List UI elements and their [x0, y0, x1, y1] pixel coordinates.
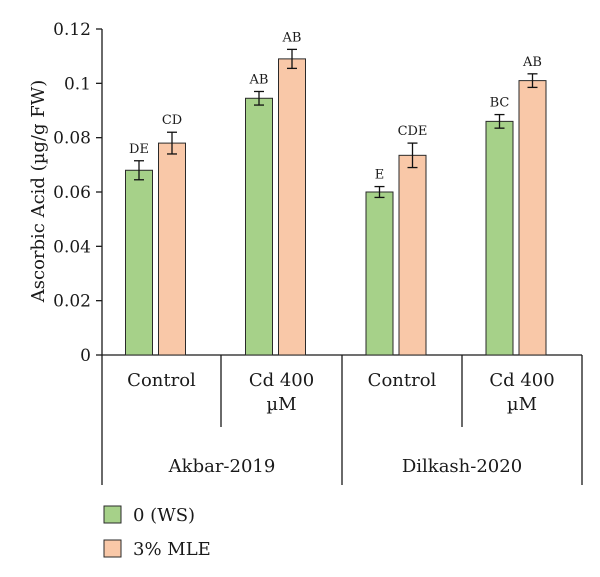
- bar-ws: [365, 191, 394, 356]
- category-label: Cd 400: [249, 370, 314, 391]
- category-label: Control: [368, 370, 437, 391]
- bar-mle: [518, 80, 547, 356]
- group-label: Akbar-2019: [168, 456, 276, 477]
- legend-label: 3% MLE: [133, 539, 211, 560]
- y-tick-label: 0: [80, 346, 91, 366]
- legend-swatch: [103, 505, 122, 524]
- y-tick-label: 0.02: [53, 292, 91, 312]
- significance-label: AB: [282, 30, 302, 45]
- legend-label: 0 (WS): [133, 505, 195, 526]
- significance-label: CDE: [398, 124, 428, 139]
- y-tick-label: 0.04: [53, 237, 91, 257]
- bar-ws: [245, 97, 273, 356]
- legend-swatch: [103, 539, 122, 558]
- bar-ws: [485, 120, 514, 356]
- significance-label: AB: [522, 55, 542, 70]
- significance-label: DE: [129, 142, 149, 157]
- y-tick-label: 0.12: [53, 20, 91, 40]
- category-label: µM: [266, 394, 296, 415]
- x-axis-categories: Control Cd 400 µM Control Cd 400 µM Akbar-2019…: [127, 370, 555, 477]
- bars: DE CD AB AB E CDE BC AB: [125, 30, 547, 356]
- y-axis-title: Ascorbic Acid (µg/g FW): [28, 80, 49, 304]
- significance-label: E: [375, 168, 385, 183]
- bar-mle: [158, 142, 186, 356]
- bar-ws: [125, 169, 153, 356]
- y-tick-label: 0.1: [64, 74, 91, 94]
- category-label: µM: [507, 394, 537, 415]
- significance-label: AB: [249, 72, 269, 87]
- bar-mle: [278, 58, 306, 356]
- category-label: Cd 400: [489, 370, 554, 391]
- y-tick-label: 0.08: [53, 129, 91, 149]
- y-tick-label: 0.06: [53, 183, 91, 203]
- group-label: Dilkash-2020: [402, 456, 522, 477]
- significance-label: CD: [162, 113, 182, 128]
- bar-mle: [398, 154, 427, 356]
- y-axis-ticks: 0 0.02 0.04 0.06 0.08 0.1 0.12: [53, 20, 102, 366]
- significance-label: BC: [490, 96, 510, 111]
- category-label: Control: [127, 370, 196, 391]
- legend: 0 (WS) 3% MLE: [103, 505, 211, 560]
